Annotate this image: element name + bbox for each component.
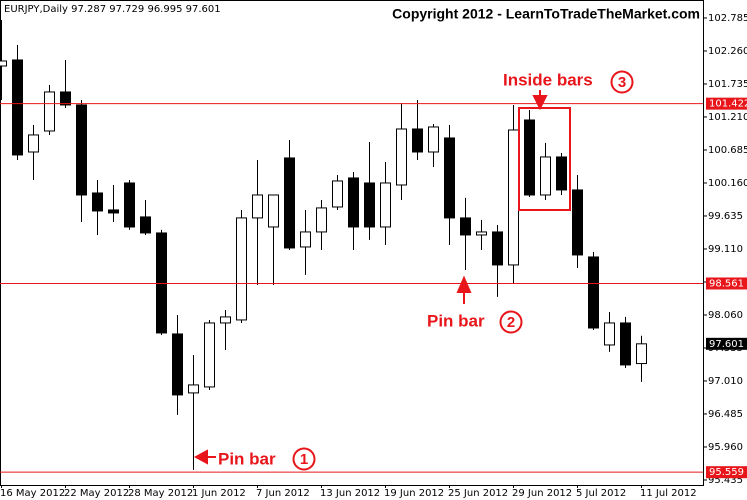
candle-body	[524, 119, 535, 196]
copyright: Copyright 2012 - LearnToTradeTheMarket.c…	[392, 6, 700, 22]
inside-bars-box	[518, 107, 571, 211]
candle-body	[92, 192, 103, 212]
candle-body	[124, 182, 135, 228]
annotation-circle	[610, 70, 634, 94]
candle-body	[556, 156, 567, 191]
x-tick-label: 16 May 2012	[0, 488, 65, 499]
level-label-bg	[706, 97, 747, 110]
candle-body	[620, 322, 631, 366]
candle-body	[380, 182, 391, 228]
candle-body	[332, 180, 343, 208]
y-tick-label: 95.435	[708, 475, 743, 486]
arrow	[456, 275, 472, 304]
candle-body	[60, 91, 71, 106]
last-price-bg	[706, 337, 747, 350]
y-tick-label: 99.110	[708, 244, 743, 255]
annotation: Pin bar	[427, 311, 485, 330]
candle-body	[588, 256, 599, 329]
candle-body	[156, 232, 167, 334]
x-tick-label: 1 Jun 2012	[192, 488, 246, 499]
y-tick-label: 102.785	[708, 13, 747, 24]
candle-body	[108, 209, 119, 214]
candle-body	[604, 322, 615, 346]
candle-body	[28, 134, 39, 153]
candle-body	[204, 322, 215, 388]
annotation-number: 1	[300, 451, 308, 468]
candle-body	[396, 128, 407, 186]
x-tick-label: 29 Jun 2012	[512, 488, 572, 499]
candle-body	[428, 126, 439, 153]
annotation-circle	[292, 447, 316, 471]
x-tick-label: 7 Jun 2012	[256, 488, 310, 499]
candle-body	[172, 333, 183, 396]
annotation: Pin bar	[218, 449, 276, 468]
annotation-number: 3	[618, 74, 626, 91]
plot-frame	[0, 0, 704, 486]
candle-body	[220, 316, 231, 324]
candle-body	[444, 137, 455, 219]
candle-body	[12, 59, 23, 156]
candle-body	[188, 384, 199, 394]
candle-body	[76, 104, 87, 196]
y-tick-label: 96.485	[708, 409, 743, 420]
annotation-circle	[499, 310, 523, 334]
level-label-bg	[706, 466, 747, 479]
x-tick-label: 19 Jun 2012	[384, 488, 444, 499]
candle-body	[44, 91, 55, 132]
candle-body	[572, 189, 583, 256]
level-label: 101.422	[709, 99, 747, 110]
candle-body	[412, 128, 423, 153]
y-tick-label: 99.635	[708, 211, 743, 222]
candle-body	[636, 343, 647, 365]
candle-body	[284, 157, 295, 249]
candle-body	[460, 217, 471, 236]
annotation-number: 2	[507, 314, 515, 331]
x-tick-label: 13 Jun 2012	[320, 488, 380, 499]
x-tick-label: 5 Jul 2012	[576, 488, 626, 499]
level-label: 95.559	[709, 467, 744, 478]
x-tick-label: 28 May 2012	[128, 488, 193, 499]
x-tick-label: 11 Jul 2012	[640, 488, 697, 499]
y-tick-label: 95.960	[708, 442, 743, 453]
arrow	[193, 449, 216, 465]
annotation: Inside bars	[503, 70, 593, 89]
symbol-info: EURJPY,Daily 97.287 97.729 96.995 97.601	[4, 4, 221, 15]
x-tick-label: 22 May 2012	[64, 488, 129, 499]
candle-body	[540, 156, 551, 196]
candle-body	[300, 231, 311, 248]
level-label-bg	[706, 277, 747, 290]
candle-body	[140, 216, 151, 234]
candle-body	[252, 194, 263, 219]
y-tick-label: 98.060	[708, 310, 743, 321]
level-label: 98.561	[709, 278, 744, 289]
marks	[0, 19, 647, 470]
candle-body	[236, 217, 247, 321]
y-tick-label: 101.210	[708, 112, 747, 123]
x-tick-label: 25 Jun 2012	[448, 488, 508, 499]
candle-body	[508, 129, 519, 266]
y-tick-label: 97.010	[708, 376, 743, 387]
last-price-label: 97.601	[709, 339, 744, 350]
candle-body	[492, 231, 503, 266]
arrow	[532, 90, 548, 111]
y-tick-label: 100.685	[708, 145, 747, 156]
y-tick-label: 101.735	[708, 79, 747, 90]
candle-body	[364, 182, 375, 228]
candle-body	[0, 60, 7, 67]
candle-body	[348, 177, 359, 228]
y-tick-label: 100.160	[708, 178, 747, 189]
candle-body	[268, 194, 279, 228]
candle-body	[316, 207, 327, 233]
candle-body	[476, 231, 487, 236]
y-tick-label: 102.260	[708, 46, 747, 57]
